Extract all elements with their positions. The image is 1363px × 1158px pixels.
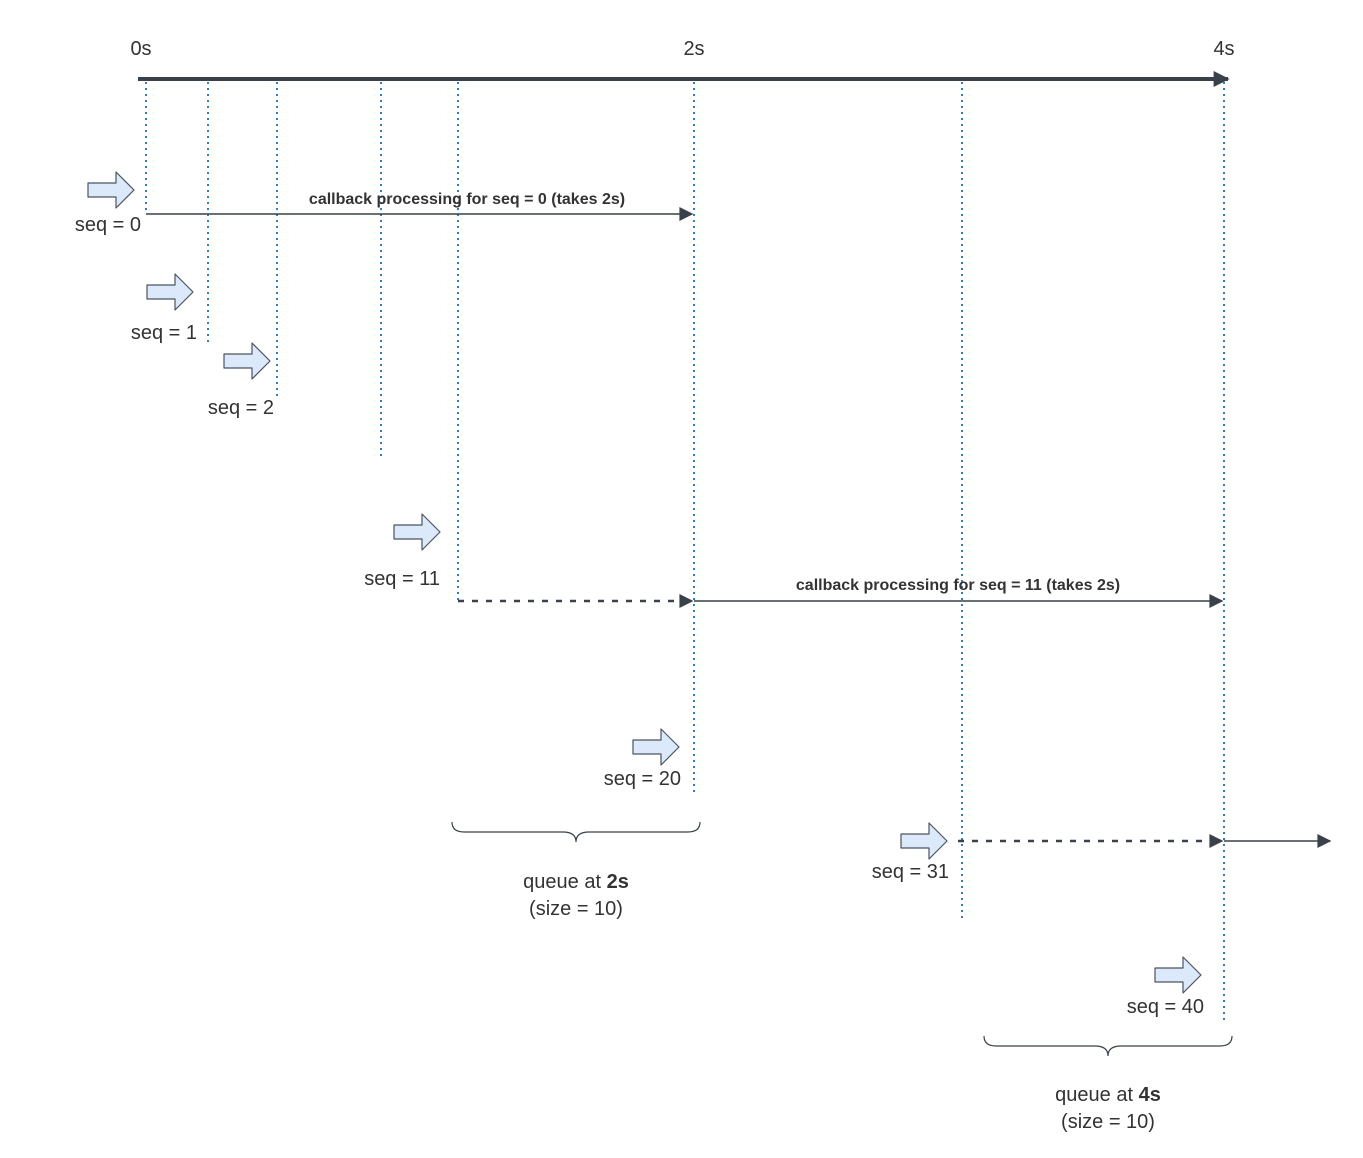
queue-label-4s-prefix: queue at bbox=[1055, 1084, 1138, 1106]
event-arrow-icon-seq-2 bbox=[223, 342, 271, 380]
callback-label-seq-0: callback processing for seq = 0 (takes 2… bbox=[309, 191, 625, 208]
guide-lines bbox=[145, 82, 1225, 1022]
event-label-seq-31: seq = 31 bbox=[872, 861, 949, 883]
event-arrow-icon-seq-31 bbox=[900, 822, 948, 860]
event-label-seq-1: seq = 1 bbox=[131, 322, 197, 344]
queue-label-4s-time: 4s bbox=[1139, 1084, 1161, 1106]
queue-brace-4s bbox=[983, 1035, 1233, 1057]
queue-size-4s: (size = 10) bbox=[1061, 1111, 1155, 1133]
tick-label-2s: 2s bbox=[683, 38, 704, 60]
event-label-seq-0: seq = 0 bbox=[75, 214, 141, 236]
queue-label-2s-time: 2s bbox=[607, 871, 629, 893]
event-arrow-icon-seq-0 bbox=[87, 171, 135, 209]
event-arrow-icon-seq-11 bbox=[393, 513, 441, 551]
event-label-seq-11: seq = 11 bbox=[364, 568, 440, 590]
event-arrow-icon-seq-1 bbox=[146, 273, 194, 311]
event-label-seq-40: seq = 40 bbox=[1127, 996, 1204, 1018]
queue-brace-2s bbox=[451, 821, 701, 843]
callback-label-seq-11: callback processing for seq = 11 (takes … bbox=[796, 577, 1120, 594]
event-arrow-icon-seq-40 bbox=[1154, 956, 1202, 994]
queue-label-2s-prefix: queue at bbox=[523, 871, 606, 893]
tick-label-0s: 0s bbox=[130, 38, 151, 60]
tick-label-4s: 4s bbox=[1213, 38, 1234, 60]
event-arrows bbox=[87, 171, 1202, 994]
event-label-seq-2: seq = 2 bbox=[208, 397, 274, 419]
queue-label-4s: queue at 4s bbox=[1055, 1084, 1161, 1106]
queue-size-2s: (size = 10) bbox=[529, 898, 623, 920]
event-label-seq-20: seq = 20 bbox=[604, 768, 681, 790]
event-arrow-icon-seq-20 bbox=[632, 728, 680, 766]
queue-label-2s: queue at 2s bbox=[523, 871, 629, 893]
